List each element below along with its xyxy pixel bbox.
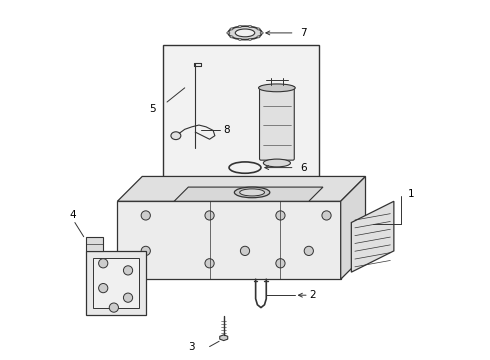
Circle shape bbox=[141, 246, 150, 256]
Polygon shape bbox=[341, 176, 366, 279]
Text: 8: 8 bbox=[224, 125, 230, 135]
Ellipse shape bbox=[263, 159, 291, 167]
Ellipse shape bbox=[248, 38, 252, 40]
Ellipse shape bbox=[238, 38, 242, 40]
Circle shape bbox=[141, 211, 150, 220]
Ellipse shape bbox=[230, 36, 233, 38]
Circle shape bbox=[109, 303, 119, 312]
Circle shape bbox=[123, 266, 133, 275]
Circle shape bbox=[276, 211, 285, 220]
Text: 6: 6 bbox=[300, 163, 307, 172]
Circle shape bbox=[276, 259, 285, 268]
Circle shape bbox=[322, 211, 331, 220]
Ellipse shape bbox=[235, 29, 255, 37]
Text: 4: 4 bbox=[70, 211, 76, 220]
Polygon shape bbox=[85, 237, 103, 251]
Ellipse shape bbox=[228, 26, 262, 40]
Ellipse shape bbox=[259, 84, 295, 92]
Circle shape bbox=[123, 293, 133, 302]
Circle shape bbox=[205, 259, 214, 268]
Circle shape bbox=[98, 259, 108, 268]
Ellipse shape bbox=[260, 32, 263, 34]
Ellipse shape bbox=[257, 36, 260, 38]
Polygon shape bbox=[351, 201, 394, 272]
FancyBboxPatch shape bbox=[164, 45, 319, 180]
Ellipse shape bbox=[230, 28, 233, 30]
Circle shape bbox=[241, 246, 249, 256]
Ellipse shape bbox=[227, 32, 230, 34]
Circle shape bbox=[304, 246, 314, 256]
Polygon shape bbox=[118, 201, 341, 279]
Text: 1: 1 bbox=[408, 189, 415, 199]
Ellipse shape bbox=[238, 26, 242, 28]
Polygon shape bbox=[220, 335, 228, 341]
Circle shape bbox=[98, 283, 108, 293]
Text: 5: 5 bbox=[149, 104, 156, 114]
Ellipse shape bbox=[171, 132, 181, 140]
Ellipse shape bbox=[257, 28, 260, 30]
Polygon shape bbox=[118, 176, 366, 201]
Text: 3: 3 bbox=[189, 342, 195, 352]
Polygon shape bbox=[93, 258, 139, 307]
Circle shape bbox=[205, 211, 214, 220]
Polygon shape bbox=[85, 251, 146, 315]
Ellipse shape bbox=[234, 187, 270, 198]
Text: 7: 7 bbox=[300, 28, 307, 38]
Ellipse shape bbox=[240, 189, 265, 196]
Text: 2: 2 bbox=[309, 290, 316, 300]
Ellipse shape bbox=[248, 26, 252, 28]
FancyBboxPatch shape bbox=[260, 86, 294, 160]
Polygon shape bbox=[174, 187, 323, 201]
